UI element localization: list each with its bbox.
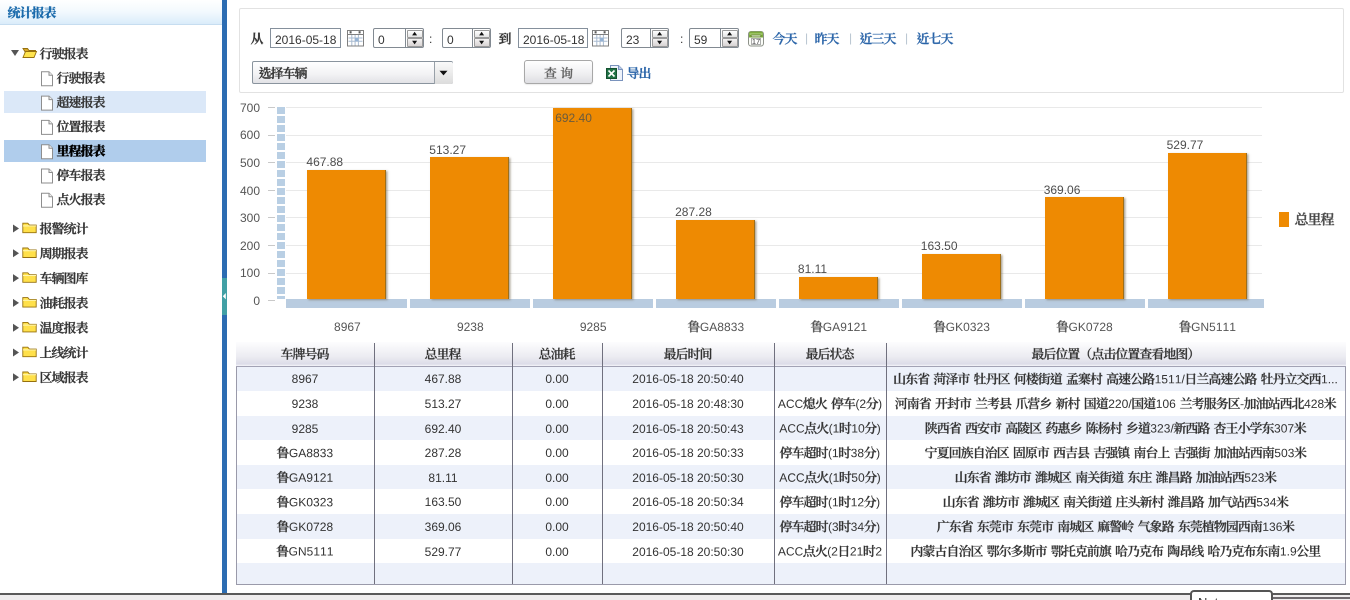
svg-text:17: 17 bbox=[752, 37, 760, 46]
